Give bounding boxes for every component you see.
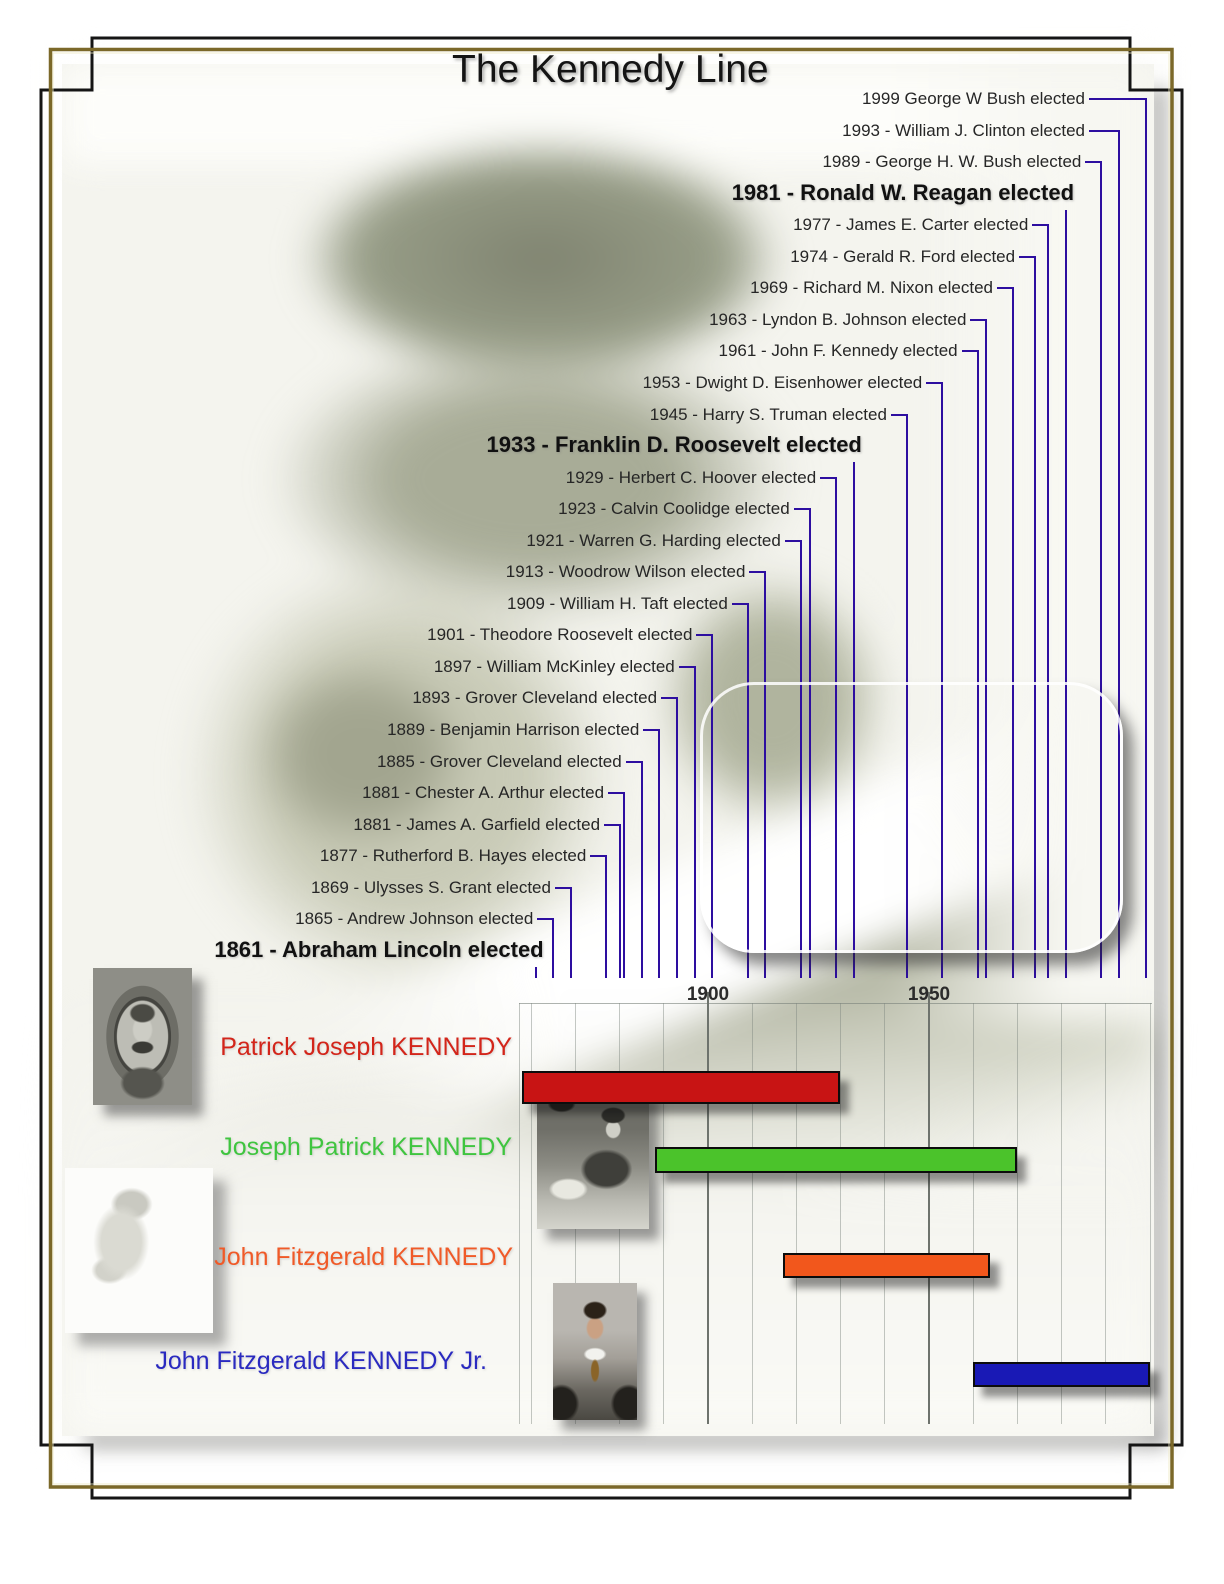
election-label-1945: 1945 - Harry S. Truman elected (649, 405, 887, 424)
election-connector-line (1032, 224, 1049, 226)
election-connector-line (926, 382, 943, 384)
election-connector-line (696, 634, 713, 636)
gridline-1960 (972, 1003, 974, 1424)
gridline-1970 (1016, 1003, 1018, 1424)
election-connector-line (820, 477, 837, 479)
person-name-label-3: John Fitzgerald KENNEDY (214, 1243, 513, 1271)
election-connector-line (643, 729, 660, 731)
person-name-label-1: Patrick Joseph KENNEDY (220, 1033, 512, 1061)
election-label-1877: 1877 - Rutherford B. Hayes elected (319, 846, 587, 865)
election-connector-line (590, 855, 607, 857)
election-label-1929: 1929 - Herbert C. Hoover elected (565, 468, 817, 487)
election-year-line-1869 (569, 887, 572, 978)
timeline-bar-3 (783, 1253, 991, 1278)
election-connector-line (678, 666, 695, 668)
election-label-1869: 1869 - Ulysses S. Grant elected (310, 878, 551, 897)
election-label-1897: 1897 - William McKinley elected (433, 657, 675, 676)
election-connector-line (608, 792, 625, 794)
john-f-kennedy-profile-sketch (65, 1168, 213, 1333)
election-year-line-1881 (623, 792, 626, 978)
election-connector-line (731, 603, 748, 605)
election-year-line-1877 (605, 855, 608, 978)
election-label-1974: 1974 - Gerald R. Ford elected (790, 247, 1016, 266)
election-connector-line (996, 287, 1013, 289)
election-label-1865: 1865 - Andrew Johnson elected (295, 909, 534, 928)
gridline-1860 (530, 1003, 532, 1424)
gridline-1930 (840, 1003, 842, 1424)
election-connector-line (1019, 256, 1036, 258)
election-label-1881: 1881 - James A. Garfield elected (353, 815, 601, 834)
election-year-line-1893 (676, 697, 679, 978)
timeline-bar-1 (522, 1071, 841, 1104)
election-label-1963: 1963 - Lyndon B. Johnson elected (709, 310, 967, 329)
axis-tick-label-1950: 1950 (907, 984, 951, 1005)
grid-top-line (519, 1003, 1152, 1004)
election-label-1977: 1977 - James E. Carter elected (793, 215, 1029, 234)
election-connector-line (554, 887, 571, 889)
election-connector-line (784, 540, 801, 542)
page-title: The Kennedy Line (452, 48, 769, 91)
election-connector-line (625, 761, 642, 763)
election-connector-line (1085, 161, 1102, 163)
election-label-1993: 1993 - William J. Clinton elected (842, 121, 1085, 140)
election-connector-line (661, 697, 678, 699)
election-label-1923: 1923 - Calvin Coolidge elected (558, 499, 790, 518)
election-connector-line (793, 508, 810, 510)
axis-tick-label-1900: 1900 (686, 984, 730, 1005)
gridline-1920 (795, 1003, 797, 1424)
joseph-patrick-kennedy-desk-photo (537, 1087, 649, 1229)
election-label-1933: 1933 - Franklin D. Roosevelt elected (486, 432, 862, 457)
election-connector-line (890, 414, 907, 416)
gridline-1990 (1105, 1003, 1107, 1424)
election-year-line-1999 (1144, 98, 1147, 978)
election-label-1921: 1921 - Warren G. Harding elected (526, 531, 781, 550)
gridline-2000 (1149, 1003, 1151, 1424)
election-label-1989: 1989 - George H. W. Bush elected (822, 152, 1082, 171)
election-connector-line (537, 918, 554, 920)
election-connector-line (970, 319, 987, 321)
gridline-1910 (751, 1003, 753, 1424)
person-name-label-2: Joseph Patrick KENNEDY (220, 1133, 512, 1161)
election-label-1885: 1885 - Grover Cleveland elected (376, 752, 622, 771)
election-connector-line (749, 571, 766, 573)
gridline-1950 (928, 992, 930, 1424)
election-connector-line (961, 350, 978, 352)
election-year-line-1897 (693, 666, 696, 978)
election-label-1981: 1981 - Ronald W. Reagan elected (731, 180, 1075, 205)
election-label-1893: 1893 - Grover Cleveland elected (412, 688, 658, 707)
timeline-bar-4 (973, 1362, 1150, 1387)
election-year-line-1889 (658, 729, 661, 978)
election-year-line-1885 (640, 761, 643, 978)
election-label-1889: 1889 - Benjamin Harrison elected (387, 720, 640, 739)
election-connector-line (1089, 98, 1146, 100)
patrick-joseph-kennedy-portrait (93, 968, 192, 1105)
election-label-1961: 1961 - John F. Kennedy elected (718, 341, 958, 360)
gridline-1890 (663, 1003, 665, 1424)
election-label-1953: 1953 - Dwight D. Eisenhower elected (642, 373, 923, 392)
election-label-1913: 1913 - Woodrow Wilson elected (505, 562, 746, 581)
election-label-1901: 1901 - Theodore Roosevelt elected (427, 625, 693, 644)
election-connector-line (604, 824, 621, 826)
gridline-1900 (707, 992, 709, 1424)
election-label-1909: 1909 - William H. Taft elected (507, 594, 728, 613)
john-f-kennedy-jr-photo (553, 1283, 637, 1420)
gridline-1940 (884, 1003, 886, 1424)
election-label-1969: 1969 - Richard M. Nixon elected (750, 278, 993, 297)
timeline-bar-2 (654, 1147, 1017, 1173)
election-connector-line (1089, 130, 1120, 132)
election-label-1999: 1999 George W Bush elected (861, 89, 1085, 108)
election-label-1881: 1881 - Chester A. Arthur elected (362, 783, 605, 802)
election-label-1861: 1861 - Abraham Lincoln elected (214, 937, 544, 962)
election-year-line-1861 (534, 967, 537, 978)
election-year-line-1881 (619, 824, 622, 978)
gridline-1980 (1061, 1003, 1063, 1424)
kennedy-family-group-photo (700, 682, 1123, 953)
grid-left-edge (519, 1003, 520, 1424)
person-name-label-4: John Fitzgerald KENNEDY Jr. (155, 1347, 487, 1375)
election-year-line-1865 (552, 918, 555, 978)
